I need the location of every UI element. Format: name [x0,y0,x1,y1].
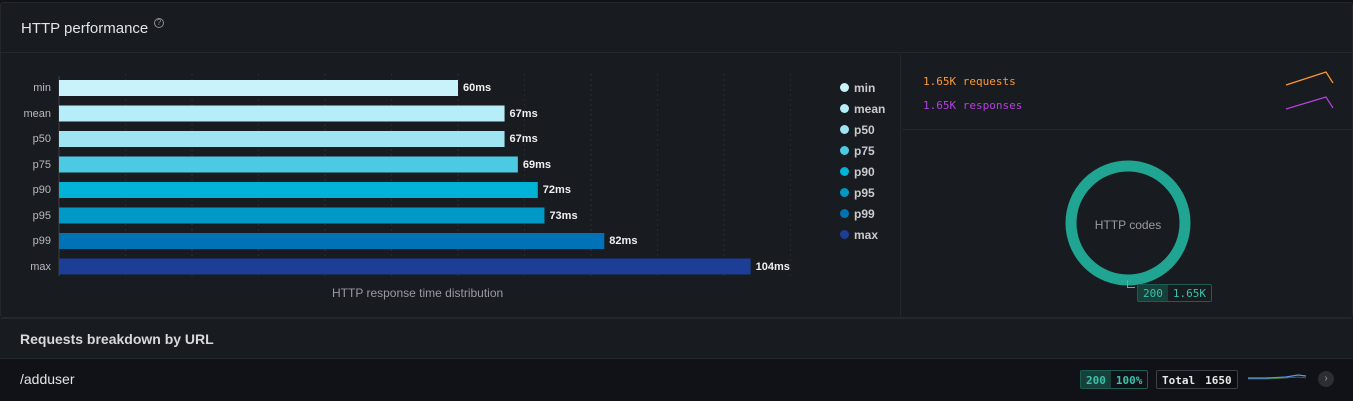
url-path: /adduser [20,371,75,387]
bar-min [59,80,458,96]
value-label-mean: 67ms [509,107,538,120]
http-code-badge: 200 1.65K [1137,284,1212,302]
bar-label-max: max [30,260,51,273]
traffic-sparklines [1285,71,1334,110]
bar-p75 [59,156,518,173]
http-codes-label: HTTP codes [1094,218,1162,232]
http-codes-section: HTTP codes 200 1.65K [902,130,1353,318]
traffic-summary: 1.65K requests 1.65K responses [902,54,1353,130]
donut-ring [1065,160,1191,286]
bar-label-p99: p99 [32,235,51,247]
row-sparkline [1248,374,1307,380]
legend-label: p90 [854,165,875,179]
code-connector [1127,280,1135,288]
panel-title: HTTP performance [21,20,149,37]
total-label: Total [1162,374,1196,387]
legend-dot [840,230,849,239]
value-label-p90: 72ms [542,184,571,196]
legend-dot [840,188,849,197]
bar-p99 [59,233,605,249]
value-label-p99: 82ms [609,235,638,247]
legend-dot [840,83,849,92]
bar-mean [59,105,505,122]
value-label-p75: 69ms [522,158,551,171]
responses-count: 1.65K responses [923,99,1023,112]
bar-p90 [59,182,538,198]
expand-row-button[interactable]: › [1318,371,1334,387]
breakdown-title: Requests breakdown by URL [20,331,214,347]
bar-p95 [59,207,545,224]
legend-label: p95 [854,186,875,200]
x-axis-label: HTTP response time distribution [332,286,504,300]
legend-label: p50 [854,123,875,137]
bar-label-min: min [33,82,51,94]
value-label-p95: 73ms [549,209,578,222]
response-time-chart: min mean p50 p75 p90 p95 p99 max 60ms 67ms 67ms 69… [1,54,901,318]
bar-label-p90: p90 [32,184,51,196]
legend-label: p99 [854,207,875,221]
legend-dot [840,125,849,134]
value-label-max: 104ms [755,260,790,273]
value-label-p50: 67ms [509,133,538,145]
legend-dot [840,209,849,218]
legend-label: p75 [854,144,875,158]
total-badge: Total 1650 [1156,370,1238,389]
legend-dot [840,167,849,176]
requests-sparkline [1285,71,1334,86]
bar-max [59,258,751,275]
http-performance-panel: HTTP performance ? min mean p50 p75 p90 p95 p9… [0,2,1353,318]
http-code-count: 1.65K [1172,287,1206,300]
status-percent: 100% [1115,374,1143,387]
help-icon[interactable]: ? [154,18,164,28]
bar-label-p75: p75 [32,158,51,171]
breakdown-header: Requests breakdown by URL [0,318,1353,359]
bar-label-p95: p95 [32,209,51,222]
http-code-value: 200 [1138,285,1168,301]
bar-label-p50: p50 [32,133,51,145]
legend-dot [840,146,849,155]
panel-header: HTTP performance ? [1,3,1352,53]
status-badge: 200 100% [1080,370,1149,389]
legend-label: min [854,81,876,95]
legend-dot [840,104,849,113]
legend-label: max [854,228,879,242]
requests-count: 1.65K requests [923,75,1016,88]
value-label-min: 60ms [463,82,492,94]
total-value: 1650 [1200,371,1237,388]
http-codes-donut [1065,160,1191,286]
status-code: 200 [1081,371,1111,388]
bar-label-mean: mean [23,107,51,120]
responses-sparkline [1285,96,1334,110]
legend-label: mean [854,102,886,116]
bar-p50 [59,131,505,147]
url-row[interactable]: /adduser 200 100% Total 1650 › [0,359,1353,401]
bar-chart-svg [58,74,791,276]
